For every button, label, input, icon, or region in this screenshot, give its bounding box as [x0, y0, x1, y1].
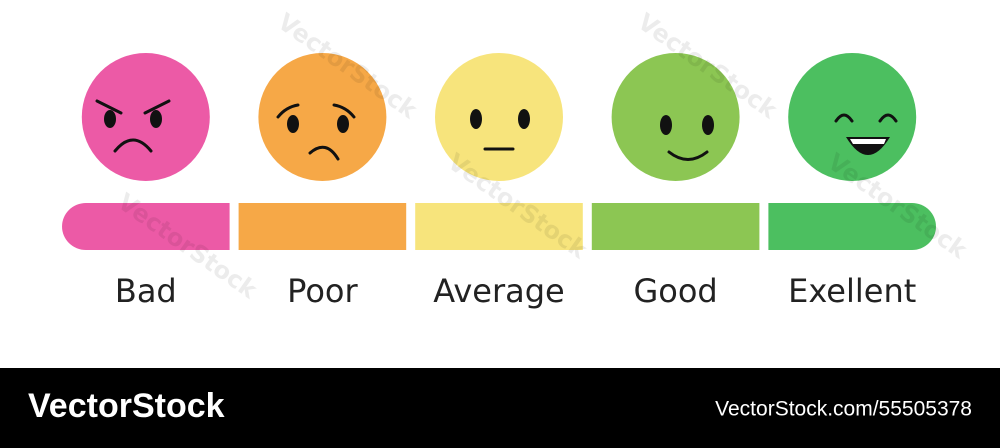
scale-bar — [238, 203, 407, 250]
face-poor — [276, 103, 356, 161]
scale-bar — [415, 203, 583, 250]
faces — [81, 53, 917, 181]
scale-label: Bad — [115, 272, 177, 310]
scale-label: Exellent — [788, 272, 916, 310]
face-circle — [611, 53, 740, 181]
scale-bar — [62, 203, 230, 250]
face-circle — [81, 53, 210, 181]
footer-brand: VectorStock — [28, 387, 225, 425]
face-average — [470, 109, 530, 151]
face-circle — [435, 53, 563, 181]
labels: Bad Poor Average Good Exellent — [115, 272, 916, 310]
face-good — [660, 115, 714, 161]
scale-bar — [591, 203, 760, 250]
bars — [62, 203, 936, 250]
scale-label: Poor — [287, 272, 358, 310]
face-excellent — [834, 113, 898, 155]
footer-id: VectorStock.com/55505378 — [715, 398, 972, 421]
scale-label: Good — [633, 272, 717, 310]
face-circle — [258, 53, 387, 181]
face-circle — [788, 53, 917, 181]
scale-bar — [768, 203, 936, 250]
face-bad — [95, 99, 171, 153]
scale-label: Average — [433, 272, 564, 310]
footer-band — [0, 368, 1000, 448]
